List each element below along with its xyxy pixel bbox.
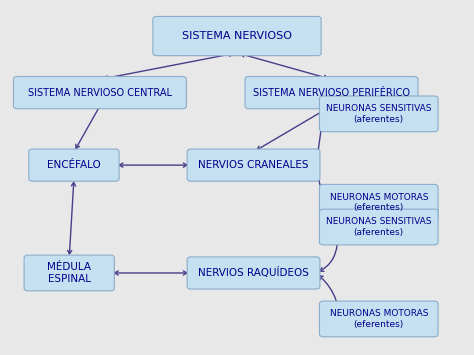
FancyBboxPatch shape — [319, 96, 438, 132]
Text: MÉDULA
ESPINAL: MÉDULA ESPINAL — [47, 262, 91, 284]
Text: NERVIOS RAQUÍDEOS: NERVIOS RAQUÍDEOS — [198, 267, 309, 278]
Text: NEURONAS SENSITIVAS
(aferentes): NEURONAS SENSITIVAS (aferentes) — [326, 217, 431, 237]
FancyBboxPatch shape — [319, 209, 438, 245]
FancyBboxPatch shape — [319, 184, 438, 220]
FancyBboxPatch shape — [24, 255, 114, 291]
FancyBboxPatch shape — [153, 16, 321, 56]
Text: SISTEMA NERVIOSO PERIFÉRICO: SISTEMA NERVIOSO PERIFÉRICO — [253, 88, 410, 98]
FancyBboxPatch shape — [13, 77, 186, 109]
FancyBboxPatch shape — [29, 149, 119, 181]
Text: NEURONAS SENSITIVAS
(aferentes): NEURONAS SENSITIVAS (aferentes) — [326, 104, 431, 124]
FancyBboxPatch shape — [187, 257, 320, 289]
Text: NERVIOS CRANEALES: NERVIOS CRANEALES — [198, 160, 309, 170]
FancyBboxPatch shape — [187, 149, 320, 181]
Text: NEURONAS MOTORAS
(eferentes): NEURONAS MOTORAS (eferentes) — [329, 309, 428, 329]
FancyBboxPatch shape — [245, 77, 418, 109]
Text: ENCÉFALO: ENCÉFALO — [47, 160, 101, 170]
FancyBboxPatch shape — [319, 301, 438, 337]
Text: NEURONAS MOTORAS
(eferentes): NEURONAS MOTORAS (eferentes) — [329, 192, 428, 212]
Text: SISTEMA NERVIOSO: SISTEMA NERVIOSO — [182, 31, 292, 41]
Text: SISTEMA NERVIOSO CENTRAL: SISTEMA NERVIOSO CENTRAL — [28, 88, 172, 98]
